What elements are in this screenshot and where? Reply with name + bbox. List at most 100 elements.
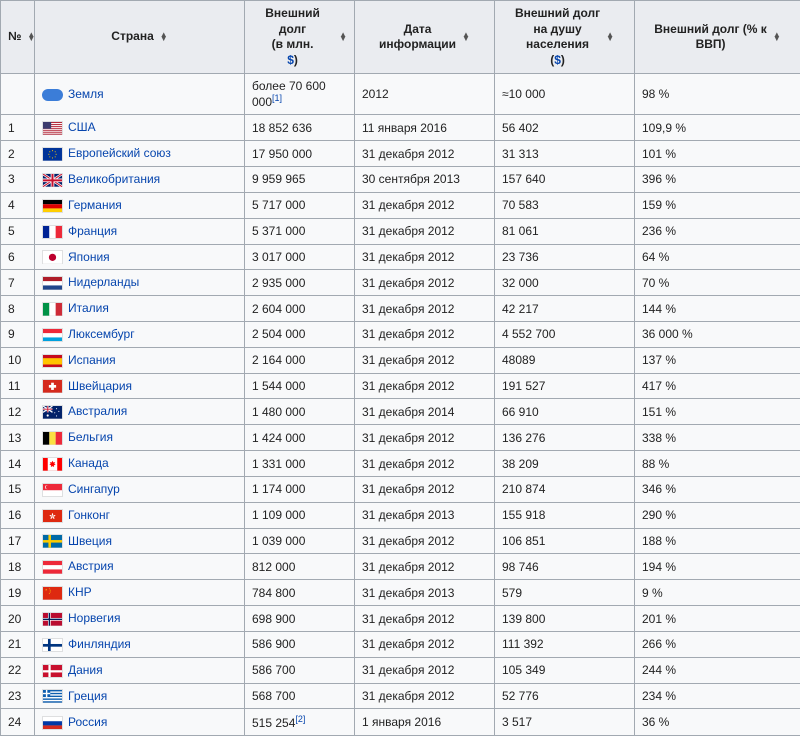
country-link[interactable]: Финляндия xyxy=(68,637,131,651)
flag-icon xyxy=(42,147,63,161)
flag-icon xyxy=(42,586,63,600)
cell-country: Греция xyxy=(35,683,245,709)
cell-date: 30 сентября 2013 xyxy=(355,167,495,193)
cell-date: 31 декабря 2012 xyxy=(355,425,495,451)
header-number[interactable]: №▲▼ xyxy=(1,1,35,74)
reference-link[interactable]: [1] xyxy=(272,93,282,103)
cell-gdp: 236 % xyxy=(635,218,800,244)
cell-percapita: 70 583 xyxy=(495,192,635,218)
country-link[interactable]: Дания xyxy=(68,663,103,677)
dollar-link[interactable]: $ xyxy=(287,53,294,67)
flag-icon xyxy=(42,405,63,419)
country-link[interactable]: Франция xyxy=(68,224,117,238)
cell-gdp: 338 % xyxy=(635,425,800,451)
cell-percapita: 4 552 700 xyxy=(495,322,635,348)
cell-gdp: 64 % xyxy=(635,244,800,270)
country-link[interactable]: Земля xyxy=(68,87,104,101)
cell-date: 2012 xyxy=(355,74,495,115)
cell-country: Швеция xyxy=(35,528,245,554)
country-link[interactable]: Бельгия xyxy=(68,430,113,444)
country-link[interactable]: Испания xyxy=(68,353,116,367)
cell-gdp: 396 % xyxy=(635,167,800,193)
reference-link[interactable]: [2] xyxy=(295,714,305,724)
cell-country: Канада xyxy=(35,451,245,477)
cell-gdp: 151 % xyxy=(635,399,800,425)
cell-percapita: ≈10 000 xyxy=(495,74,635,115)
table-row: 8Италия2 604 00031 декабря 201242 217144… xyxy=(1,296,800,322)
country-link[interactable]: Греция xyxy=(68,689,107,703)
cell-country: Финляндия xyxy=(35,631,245,657)
country-link[interactable]: Россия xyxy=(68,715,107,729)
dollar-link[interactable]: $ xyxy=(554,53,561,67)
cell-percapita: 3 517 xyxy=(495,709,635,736)
country-link[interactable]: Люксембург xyxy=(68,327,135,341)
cell-debt: 812 000 xyxy=(245,554,355,580)
flag-icon xyxy=(42,354,63,368)
header-percapita[interactable]: Внешний долгна душунаселения($) ▲▼ xyxy=(495,1,635,74)
cell-date: 31 декабря 2012 xyxy=(355,451,495,477)
country-link[interactable]: Швейцария xyxy=(68,379,132,393)
cell-date: 11 января 2016 xyxy=(355,115,495,141)
flag-icon xyxy=(42,483,63,497)
cell-debt: 18 852 636 xyxy=(245,115,355,141)
cell-gdp: 234 % xyxy=(635,683,800,709)
cell-date: 31 декабря 2012 xyxy=(355,373,495,399)
cell-number: 12 xyxy=(1,399,35,425)
cell-debt: 586 900 xyxy=(245,631,355,657)
cell-debt: 2 504 000 xyxy=(245,322,355,348)
cell-gdp: 9 % xyxy=(635,580,800,606)
cell-gdp: 194 % xyxy=(635,554,800,580)
table-row-earth: Земляболее 70 600 000[1]2012≈10 00098 % xyxy=(1,74,800,115)
country-link[interactable]: Европейский союз xyxy=(68,146,171,160)
country-link[interactable]: Норвегия xyxy=(68,611,121,625)
cell-debt: 698 900 xyxy=(245,606,355,632)
header-date[interactable]: Датаинформации▲▼ xyxy=(355,1,495,74)
country-link[interactable]: Япония xyxy=(68,250,110,264)
cell-date: 1 января 2016 xyxy=(355,709,495,736)
sort-icon: ▲▼ xyxy=(339,33,347,41)
country-link[interactable]: Италия xyxy=(68,301,109,315)
country-link[interactable]: Сингапур xyxy=(68,482,120,496)
cell-date: 31 декабря 2013 xyxy=(355,580,495,606)
cell-number: 21 xyxy=(1,631,35,657)
country-link[interactable]: США xyxy=(68,120,96,134)
cell-debt: 1 039 000 xyxy=(245,528,355,554)
flag-icon xyxy=(42,534,63,548)
country-link[interactable]: Гонконг xyxy=(68,508,110,522)
country-link[interactable]: Великобритания xyxy=(68,172,160,186)
cell-gdp: 346 % xyxy=(635,476,800,502)
header-country[interactable]: Страна▲▼ xyxy=(35,1,245,74)
cell-debt: 9 959 965 xyxy=(245,167,355,193)
cell-percapita: 210 874 xyxy=(495,476,635,502)
cell-debt: 1 109 000 xyxy=(245,502,355,528)
flag-icon xyxy=(42,638,63,652)
cell-number: 4 xyxy=(1,192,35,218)
country-link[interactable]: Австралия xyxy=(68,404,127,418)
header-gdp[interactable]: Внешний долг (% кВВП)▲▼ xyxy=(635,1,800,74)
cell-gdp: 266 % xyxy=(635,631,800,657)
country-link[interactable]: Швеция xyxy=(68,534,112,548)
cell-number: 3 xyxy=(1,167,35,193)
flag-icon xyxy=(42,457,63,471)
country-link[interactable]: Австрия xyxy=(68,559,114,573)
cell-country: Великобритания xyxy=(35,167,245,193)
flag-icon xyxy=(42,431,63,445)
cell-date: 31 декабря 2012 xyxy=(355,347,495,373)
table-row: 15Сингапур1 174 00031 декабря 2012210 87… xyxy=(1,476,800,502)
cell-percapita: 48089 xyxy=(495,347,635,373)
table-row: 14Канада1 331 00031 декабря 201238 20988… xyxy=(1,451,800,477)
country-link[interactable]: Канада xyxy=(68,456,109,470)
country-link[interactable]: Германия xyxy=(68,198,122,212)
cell-date: 31 декабря 2012 xyxy=(355,657,495,683)
table-row: 20Норвегия698 90031 декабря 2012139 8002… xyxy=(1,606,800,632)
header-debt[interactable]: Внешний долг(в млн.$) ▲▼ xyxy=(245,1,355,74)
table-row: 21Финляндия586 90031 декабря 2012111 392… xyxy=(1,631,800,657)
cell-gdp: 98 % xyxy=(635,74,800,115)
country-link[interactable]: Нидерланды xyxy=(68,275,139,289)
table-row: 6Япония3 017 00031 декабря 201223 73664 … xyxy=(1,244,800,270)
cell-date: 31 декабря 2012 xyxy=(355,296,495,322)
cell-country: Япония xyxy=(35,244,245,270)
cell-date: 31 декабря 2014 xyxy=(355,399,495,425)
sort-icon: ▲▼ xyxy=(606,33,614,41)
country-link[interactable]: КНР xyxy=(68,585,92,599)
